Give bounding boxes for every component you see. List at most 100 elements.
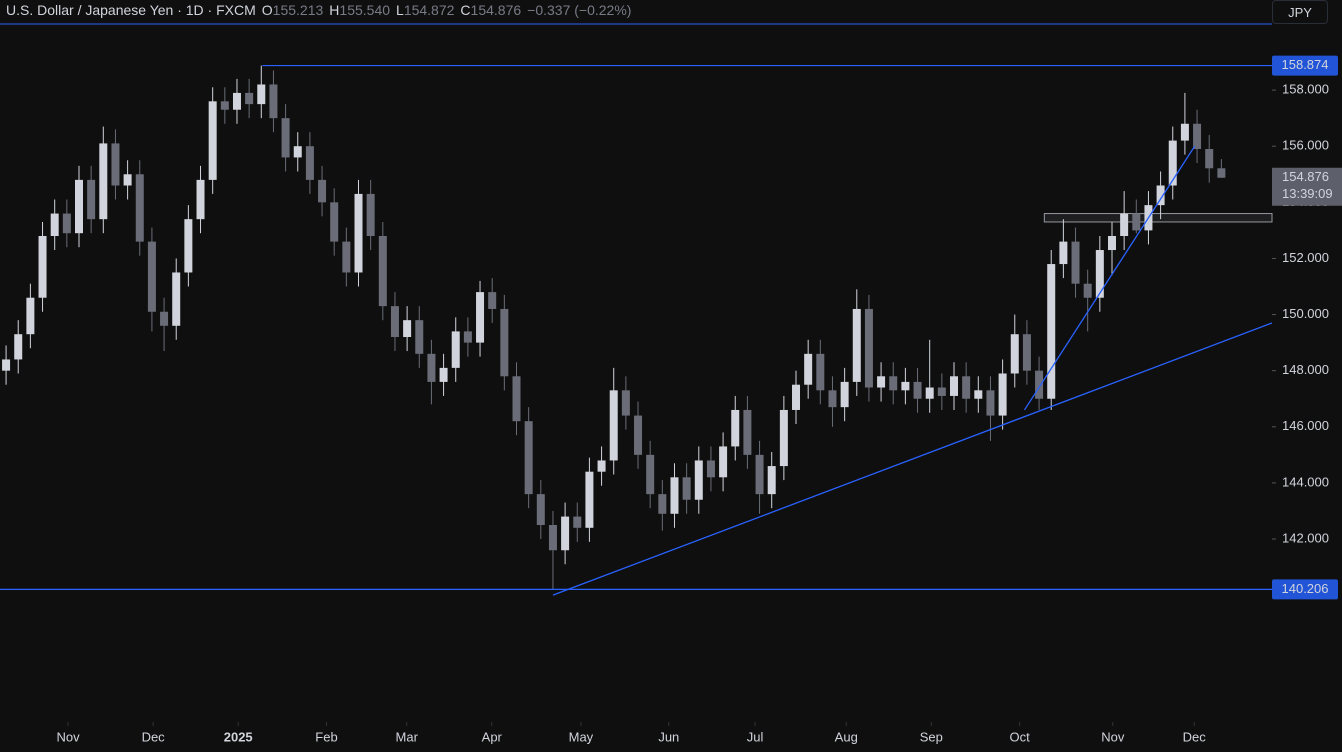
candle-body: [1193, 123, 1202, 150]
candle-body: [87, 179, 96, 220]
candle-body: [1022, 334, 1031, 371]
level-label: 158.874: [1282, 57, 1329, 72]
x-tick-label: 2025: [224, 729, 253, 744]
y-tick-label: 142.000: [1282, 530, 1329, 545]
level-label-bg: [1272, 55, 1338, 76]
ohlc-key: L: [396, 2, 404, 18]
title: U.S. Dollar / Japanese Yen · 1D · FXCM: [6, 2, 256, 18]
candle-body: [74, 179, 83, 234]
x-tick-label: May: [569, 729, 594, 744]
candle-body: [658, 494, 667, 514]
y-tick-label: 158.000: [1282, 82, 1329, 97]
candle-body: [864, 308, 873, 388]
candle-body: [682, 477, 691, 500]
x-tick-label: Feb: [315, 729, 337, 744]
candle-body: [463, 331, 472, 343]
ohlc-key: O: [261, 2, 273, 18]
level-label-bg: [1272, 579, 1338, 600]
candle-body: [1180, 123, 1189, 141]
trendline: [1023, 145, 1196, 411]
candle-body: [403, 320, 412, 338]
candle-body: [366, 193, 375, 236]
candle-body: [792, 384, 801, 410]
candle-body: [147, 241, 156, 312]
candle-body: [111, 143, 120, 186]
candle-body: [269, 84, 278, 119]
candle-body: [1035, 370, 1044, 399]
candle-body: [536, 494, 545, 525]
candle-body: [646, 454, 655, 495]
candle-body: [877, 376, 886, 388]
candle-body: [135, 174, 144, 242]
candle-body: [1217, 168, 1226, 178]
candle-body: [804, 353, 813, 385]
candle-body: [99, 143, 108, 220]
last-price-bg: [1272, 167, 1342, 206]
ohlc-value: 154.876: [470, 2, 522, 18]
candle-body: [232, 92, 241, 110]
ohlc-value: 155.540: [339, 2, 391, 18]
candle-body: [950, 376, 958, 396]
x-tick-label: Aug: [835, 729, 858, 744]
candle-body: [1047, 264, 1056, 399]
candle-body: [621, 390, 630, 416]
x-tick-label: Nov: [1101, 729, 1125, 744]
candle-body: [706, 460, 715, 478]
currency-button[interactable]: JPY: [1272, 0, 1328, 24]
candle-body: [2, 359, 11, 371]
ohlc-value: 155.213: [272, 2, 324, 18]
candle-body: [1168, 140, 1177, 186]
candle-body: [245, 92, 254, 105]
candle-body: [1095, 250, 1104, 298]
candle-body: [743, 409, 752, 455]
candle-body: [196, 179, 205, 220]
x-tick-label: Jun: [658, 729, 679, 744]
candle-body: [889, 376, 898, 391]
candle-body: [962, 376, 971, 399]
candle-body: [427, 353, 436, 382]
candle-body: [597, 460, 606, 472]
candle-body: [172, 272, 181, 326]
candle-body: [354, 193, 363, 273]
candle-body: [816, 353, 825, 391]
candle-body: [500, 308, 509, 377]
candle-body: [415, 320, 424, 354]
ohlc-key: C: [460, 2, 471, 18]
candle-body: [1071, 241, 1080, 284]
candle-body: [476, 292, 485, 343]
candle-body: [378, 235, 387, 307]
x-tick-label: Oct: [1010, 729, 1031, 744]
candle-body: [1107, 235, 1116, 251]
countdown: 13:39:09: [1282, 186, 1333, 201]
candle-body: [585, 471, 594, 528]
candle-body: [670, 477, 679, 514]
candle-body: [451, 331, 460, 368]
candle-body: [974, 390, 983, 399]
candle-body: [634, 415, 643, 455]
candle-body: [755, 454, 764, 495]
y-tick-label: 150.000: [1282, 306, 1329, 321]
candle-body: [26, 297, 35, 335]
candle-body: [1120, 213, 1129, 236]
x-tick-label: Jul: [747, 729, 764, 744]
level-label: 140.206: [1282, 581, 1329, 596]
candle-body: [38, 235, 47, 298]
candle-body: [719, 446, 728, 478]
candle-body: [852, 308, 861, 382]
candle-body: [998, 373, 1007, 416]
candle-body: [986, 390, 995, 416]
y-tick-label: 146.000: [1282, 418, 1329, 433]
ohlc-key: H: [329, 2, 340, 18]
candle-body: [901, 381, 910, 391]
candle-body: [330, 202, 339, 242]
x-tick-label: Dec: [1183, 729, 1207, 744]
candle-body: [1205, 149, 1214, 169]
candle-body: [208, 101, 217, 180]
candle-body: [123, 174, 132, 186]
trendline: [552, 322, 1273, 596]
candle-body: [50, 213, 59, 236]
candle-body: [439, 367, 448, 382]
candle-body: [694, 460, 703, 500]
candle-body: [1010, 334, 1019, 374]
